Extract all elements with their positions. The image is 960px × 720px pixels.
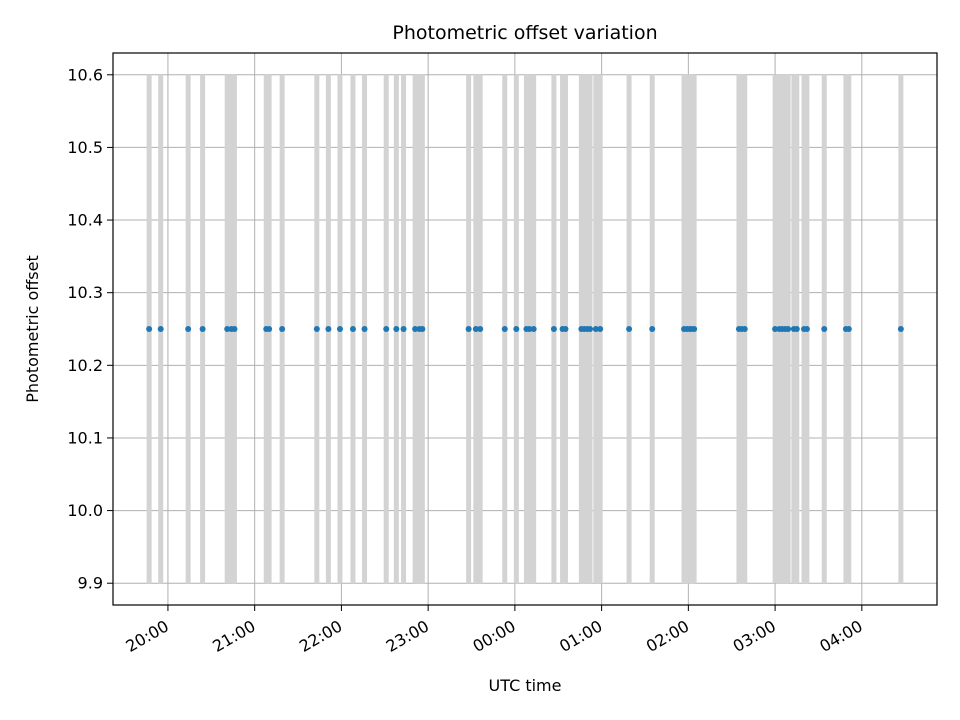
- data-point: [465, 326, 472, 332]
- y-tick-label: 10.4: [67, 211, 103, 230]
- data-point: [412, 326, 419, 332]
- data-point: [477, 326, 484, 332]
- data-point: [691, 326, 698, 332]
- data-point: [587, 326, 594, 332]
- data-point: [592, 326, 599, 332]
- data-point: [803, 326, 810, 332]
- data-point: [772, 326, 779, 332]
- data-point: [361, 326, 368, 332]
- data-point: [501, 326, 508, 332]
- data-point: [313, 326, 320, 332]
- data-point: [472, 326, 479, 332]
- data-point: [513, 326, 520, 332]
- data-point: [793, 326, 800, 332]
- data-point: [741, 326, 748, 332]
- y-tick-label: 10.1: [67, 428, 103, 447]
- data-point: [185, 326, 192, 332]
- data-point: [199, 326, 206, 332]
- data-point: [562, 326, 569, 332]
- data-point: [146, 326, 153, 332]
- data-point: [597, 326, 604, 332]
- plot-frame: [112, 52, 938, 606]
- data-point: [400, 326, 407, 332]
- y-tick-label: 9.9: [78, 574, 103, 593]
- y-tick-label: 10.0: [67, 501, 103, 520]
- chart-title: Photometric offset variation: [392, 22, 657, 44]
- y-tick-label: 10.6: [67, 65, 103, 84]
- data-point: [785, 326, 792, 332]
- data-point: [526, 326, 533, 332]
- y-axis-label: Photometric offset: [23, 255, 42, 403]
- x-axis-label: UTC time: [489, 676, 562, 695]
- data-point: [530, 326, 537, 332]
- data-point: [157, 326, 164, 332]
- data-point: [349, 326, 356, 332]
- y-tick-label: 10.3: [67, 283, 103, 302]
- data-point: [383, 326, 390, 332]
- data-point: [419, 326, 426, 332]
- data-points: [146, 326, 904, 332]
- data-point: [393, 326, 400, 332]
- data-point: [279, 326, 286, 332]
- data-point: [266, 326, 273, 332]
- data-point: [821, 326, 828, 332]
- y-tick-label: 10.5: [67, 138, 103, 157]
- data-point: [325, 326, 332, 332]
- data-point: [845, 326, 852, 332]
- data-point: [649, 326, 656, 332]
- data-point: [224, 326, 231, 332]
- data-point: [626, 326, 633, 332]
- data-point: [897, 326, 904, 332]
- data-point: [550, 326, 557, 332]
- y-tick-label: 10.2: [67, 356, 103, 375]
- y-axis-ticks: 9.9 10.0 10.1 10.2 10.3 10.4 10.5 10.6: [67, 65, 113, 593]
- data-point: [336, 326, 343, 332]
- data-point: [231, 326, 238, 332]
